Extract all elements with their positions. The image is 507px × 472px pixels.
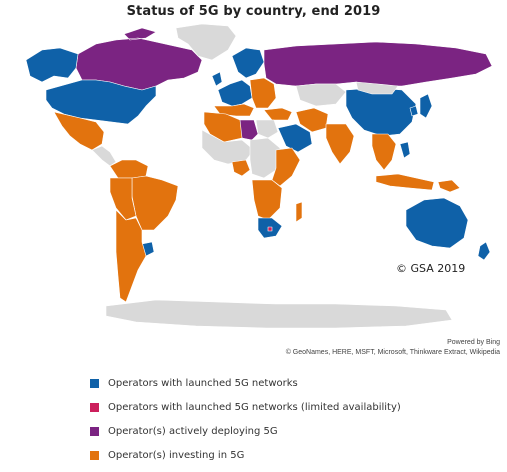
country-greenland [175, 23, 237, 61]
country-philippines [399, 141, 411, 159]
country-uk-ireland [211, 71, 223, 87]
legend-label: Operator(s) actively deploying 5G [108, 425, 278, 437]
legend-item-deploying: Operator(s) actively deploying 5G [90, 424, 401, 438]
legend-item-investing: Operator(s) investing in 5G [90, 448, 401, 462]
copyright-text: © GSA 2019 [396, 262, 466, 275]
legend-swatch-launched [90, 378, 99, 388]
country-scandinavia [231, 47, 265, 79]
country-argentina-chile [115, 209, 147, 303]
country-india [325, 123, 355, 165]
map-title: Status of 5G by country, end 2019 [126, 4, 381, 19]
legend-label: Operators with launched 5G networks [108, 377, 298, 389]
country-united-states [45, 79, 157, 125]
country-turkey [263, 107, 293, 121]
country-nigeria [231, 159, 251, 177]
country-algeria-morocco [203, 111, 243, 143]
map-credits: © GeoNames, HERE, MSFT, Microsoft, Think… [285, 349, 500, 356]
country-southern-africa [251, 179, 283, 221]
country-mexico [53, 111, 105, 151]
powered-by-text: Powered by Bing [447, 339, 500, 346]
legend-swatch-limited [90, 402, 99, 412]
country-central-america [91, 145, 117, 167]
country-madagascar [295, 201, 303, 223]
legend: Operators with launched 5G networks Oper… [90, 376, 401, 472]
country-east-africa [271, 147, 301, 187]
legend-swatch-investing [90, 450, 99, 460]
country-egypt [255, 119, 279, 139]
country-china [345, 87, 417, 137]
country-new-zealand [477, 241, 491, 261]
legend-label: Operators with launched 5G networks (lim… [108, 401, 401, 413]
country-russia [263, 41, 493, 87]
legend-item-limited: Operators with launched 5G networks (lim… [90, 400, 401, 414]
country-central-africa [249, 137, 281, 179]
legend-item-launched: Operators with launched 5G networks [90, 376, 401, 390]
country-saudi-arabia-gulf [277, 123, 313, 153]
country-lesotho [267, 226, 273, 232]
world-map [25, 23, 493, 329]
country-japan [419, 93, 433, 119]
country-antarctica [105, 299, 453, 329]
country-western-europe [217, 79, 253, 107]
country-eastern-europe [249, 77, 277, 109]
country-peru-bolivia [109, 177, 137, 221]
country-papua-new-guinea [437, 179, 461, 193]
country-australia [405, 197, 469, 249]
legend-label: Operator(s) investing in 5G [108, 449, 245, 461]
country-colombia-venezuela [109, 159, 149, 179]
legend-swatch-deploying [90, 426, 99, 436]
country-alaska [25, 47, 79, 83]
country-kazakhstan [295, 83, 347, 107]
country-brazil [131, 175, 179, 231]
country-mongolia [355, 81, 399, 95]
country-southeast-asia [371, 133, 397, 171]
country-south-korea [409, 105, 419, 117]
country-indonesia [375, 173, 435, 191]
